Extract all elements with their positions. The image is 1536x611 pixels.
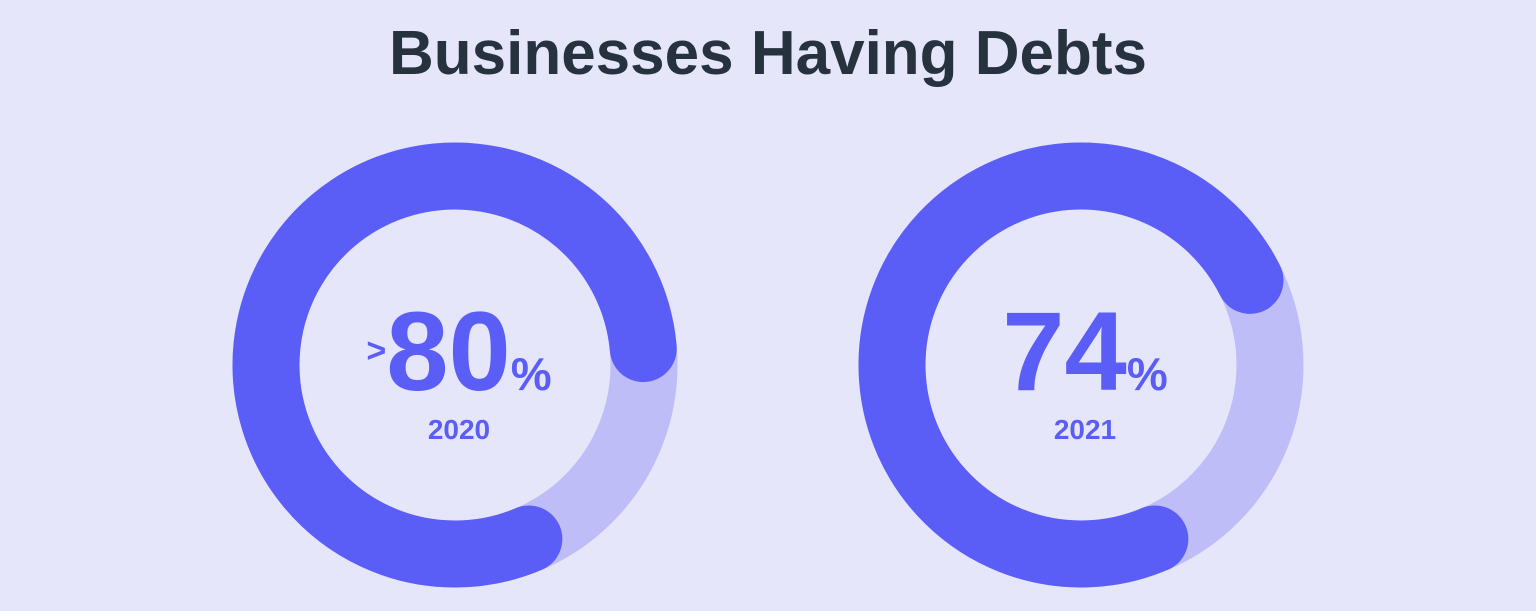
- year-label: 2021: [1054, 414, 1116, 445]
- value-number: 74: [1002, 289, 1127, 414]
- value-label: 74%: [1002, 289, 1167, 414]
- year-label: 2020: [428, 414, 490, 445]
- value-number: 80: [386, 289, 511, 414]
- title: Businesses Having Debts: [389, 19, 1147, 88]
- value-label: >80%: [366, 289, 551, 414]
- donut-arc: [858, 142, 1284, 588]
- donut-arc: [232, 142, 677, 588]
- value-unit: %: [511, 348, 552, 400]
- value-prefix: >: [366, 332, 386, 370]
- value-unit: %: [1127, 348, 1168, 400]
